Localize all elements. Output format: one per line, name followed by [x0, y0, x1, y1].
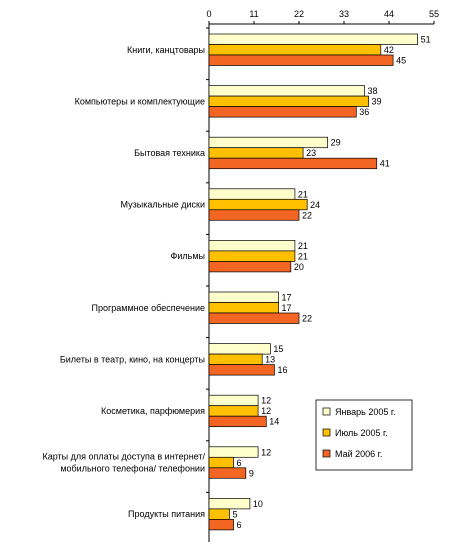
data-label: 36 — [359, 107, 369, 117]
data-label: 24 — [310, 200, 320, 210]
bar — [208, 33, 418, 45]
data-label: 6 — [237, 520, 242, 530]
bars: 5142453839362923412124222121201717221513… — [208, 33, 431, 531]
data-label: 21 — [298, 251, 308, 261]
x-tick-label: 44 — [384, 9, 394, 19]
bar — [208, 508, 230, 520]
data-label: 22 — [302, 314, 312, 324]
data-label: 45 — [396, 56, 406, 66]
data-label: 10 — [253, 499, 263, 509]
data-label: 51 — [421, 35, 431, 45]
category-label: Музыкальные диски — [121, 200, 205, 210]
x-tick-label: 33 — [339, 9, 349, 19]
bar — [208, 147, 304, 159]
bar — [208, 198, 308, 211]
data-label: 12 — [261, 396, 271, 406]
bar — [208, 312, 300, 324]
data-label: 39 — [372, 97, 382, 107]
data-label: 15 — [273, 344, 283, 354]
bar — [208, 54, 394, 66]
data-label: 42 — [384, 45, 394, 55]
bar — [208, 240, 296, 252]
bar — [208, 250, 296, 262]
category-label: Продукты питания — [128, 509, 205, 519]
legend-swatch — [322, 428, 331, 437]
category-label: Книги, канцтовары — [127, 45, 205, 55]
category-label: Компьютеры и комплектующие — [75, 96, 205, 106]
bar — [208, 261, 292, 273]
category-label: Программное обеспечение — [92, 303, 205, 313]
data-label: 5 — [232, 509, 237, 519]
category-label: мобильного телефона/ телефонии — [60, 464, 205, 474]
bar — [208, 85, 365, 97]
category-labels: Книги, канцтовары Компьютеры и комплектую… — [42, 45, 205, 519]
legend-label: Январь 2005 г. — [335, 407, 396, 417]
bar — [208, 405, 259, 417]
bar — [208, 446, 259, 458]
category-label: Косметика, парфюмерия — [101, 406, 205, 416]
data-label: 22 — [302, 210, 312, 220]
legend-swatch — [322, 407, 331, 416]
legend-label: Июль 2005 г. — [335, 428, 388, 438]
data-label: 17 — [282, 303, 292, 313]
bar — [208, 95, 369, 107]
data-label: 16 — [277, 365, 287, 375]
legend-swatch — [322, 449, 331, 458]
bar — [208, 291, 279, 303]
x-tick-label: 0 — [206, 9, 211, 19]
data-label: 23 — [306, 148, 316, 158]
category-label: Фильмы — [171, 251, 205, 261]
bar — [208, 364, 275, 376]
data-label: 14 — [269, 417, 279, 427]
bar — [208, 456, 234, 469]
legend: Январь 2005 г. Июль 2005 г. Май 2006 г. — [315, 399, 413, 471]
bar — [208, 136, 328, 149]
data-label: 6 — [237, 458, 242, 468]
data-label: 41 — [380, 159, 390, 169]
bar — [208, 415, 267, 428]
data-label: 21 — [298, 241, 308, 251]
data-label: 21 — [298, 189, 308, 199]
data-label: 29 — [331, 138, 341, 148]
data-label: 12 — [261, 406, 271, 416]
bar — [208, 188, 296, 200]
bar — [208, 394, 259, 407]
bar — [208, 44, 382, 56]
bar — [208, 209, 300, 221]
x-tick-label: 55 — [429, 9, 439, 19]
bar — [208, 498, 251, 510]
data-label: 20 — [294, 262, 304, 272]
data-label: 38 — [367, 86, 377, 96]
bar — [208, 157, 378, 170]
data-label: 13 — [265, 355, 275, 365]
x-tick-label: 22 — [294, 9, 304, 19]
data-label: 9 — [249, 468, 254, 478]
category-label: Карты для оплаты доступа в интернет/ — [42, 452, 205, 462]
category-label: Бытовая техника — [134, 148, 205, 158]
bar — [208, 343, 271, 355]
bar — [208, 519, 234, 531]
legend-label: Май 2006 г. — [335, 449, 382, 459]
legend-box — [315, 399, 413, 471]
bar — [208, 467, 247, 479]
bar — [208, 302, 279, 314]
data-label: 17 — [282, 293, 292, 303]
category-label: Билеты в театр, кино, на концерты — [60, 354, 205, 364]
bar — [208, 353, 263, 365]
data-label: 12 — [261, 447, 271, 457]
x-tick-label: 11 — [249, 9, 258, 19]
bar — [208, 106, 357, 118]
